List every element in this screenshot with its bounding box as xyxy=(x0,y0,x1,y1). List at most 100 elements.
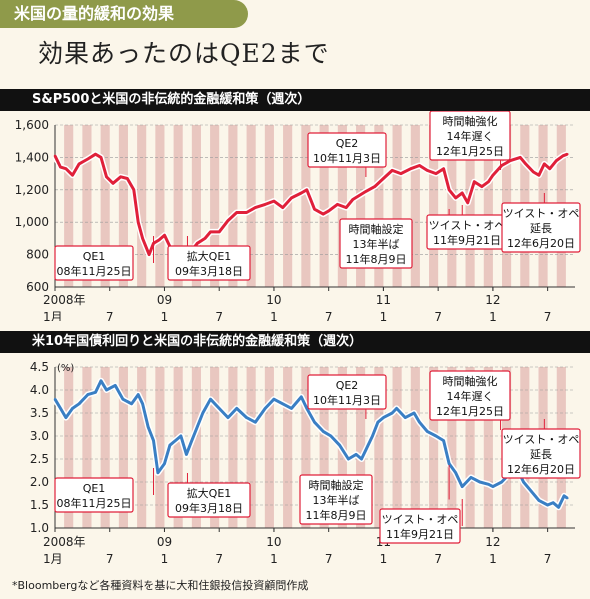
data-point xyxy=(322,212,325,216)
data-point xyxy=(114,384,117,387)
data-point xyxy=(59,165,62,169)
y-tick-label: 1,600 xyxy=(15,118,49,132)
data-point xyxy=(174,439,177,442)
month-stripe xyxy=(173,367,183,528)
data-point xyxy=(132,188,136,191)
data-point xyxy=(179,434,183,438)
month-stripe xyxy=(301,367,311,528)
month-stripe xyxy=(155,125,165,287)
month-stripe xyxy=(410,367,420,528)
data-point xyxy=(466,201,469,204)
callout-text: ツイスト・オペ xyxy=(503,207,580,220)
data-point xyxy=(480,185,484,188)
month-stripe xyxy=(137,367,147,528)
month-stripe xyxy=(374,125,384,287)
month-stripe xyxy=(137,125,147,287)
data-point xyxy=(290,407,293,410)
source-note: *Bloombergなど各種資料を基に大和住銀投信投資顧問作成 xyxy=(12,579,309,592)
month-stripe xyxy=(319,367,329,528)
data-point xyxy=(354,453,358,456)
data-point xyxy=(487,180,490,183)
data-point xyxy=(491,485,495,488)
data-point xyxy=(371,434,374,438)
x-tick-label: 7 xyxy=(544,310,552,321)
data-point xyxy=(203,237,207,240)
data-point xyxy=(426,430,429,433)
y-tick-label: 1.0 xyxy=(30,521,49,535)
callout-text: 時間軸強化 xyxy=(443,114,498,128)
data-point xyxy=(390,169,394,172)
month-stripe xyxy=(246,125,256,287)
data-point xyxy=(478,480,481,484)
data-point xyxy=(281,402,284,405)
y-tick-label: 4.0 xyxy=(30,383,49,397)
callout-text: 09年3月18日 xyxy=(175,501,243,515)
callout-text: 10年11月3日 xyxy=(313,393,381,407)
data-point xyxy=(196,425,199,428)
data-point xyxy=(305,188,308,191)
x-tick-label: 7 xyxy=(434,310,442,321)
month-stripe xyxy=(410,125,420,287)
data-point xyxy=(412,411,416,415)
x-tick-label: 2008年 xyxy=(43,535,86,549)
callout-text: 13年半ば xyxy=(313,493,360,507)
x-tick-label: 7 xyxy=(325,310,333,321)
data-point xyxy=(548,167,552,170)
x-tick-label: 1 xyxy=(489,310,497,321)
y-tick-label: 800 xyxy=(26,248,49,262)
x-tick-label: 7 xyxy=(215,552,223,566)
callout-text: 時間軸設定 xyxy=(309,478,364,492)
data-point xyxy=(454,196,457,200)
callout-text: 延長 xyxy=(530,222,552,235)
x-tick-label: 09 xyxy=(157,535,172,549)
month-stripe xyxy=(210,125,220,287)
month-stripe xyxy=(264,367,274,528)
callout-box xyxy=(299,474,373,525)
y-tick-label: 2.0 xyxy=(30,475,49,489)
x-tick-label: 12 xyxy=(485,535,500,549)
data-point xyxy=(418,421,421,424)
callout-box xyxy=(379,508,461,544)
series-line xyxy=(53,379,569,509)
x-tick-label: 7 xyxy=(434,552,442,566)
x-tick-label: 1 xyxy=(270,310,278,321)
month-stripe xyxy=(301,125,311,287)
month-stripe xyxy=(246,367,256,528)
data-point xyxy=(209,230,212,234)
x-tick-label: 7 xyxy=(544,552,552,566)
month-stripe xyxy=(210,367,220,528)
x-tick-label: 7 xyxy=(215,310,223,321)
callout-text: 08年11月25日 xyxy=(57,496,132,510)
month-stripe xyxy=(118,367,128,528)
data-point xyxy=(64,167,68,170)
data-point xyxy=(382,416,385,419)
callout-text: QE1 xyxy=(83,482,106,495)
month-stripe xyxy=(64,367,74,528)
data-point xyxy=(121,398,125,401)
callout-text: 拡大QE1 xyxy=(187,249,232,263)
data-point xyxy=(130,402,133,405)
topic-tag: 米国の量的緩和の効果 xyxy=(0,0,248,28)
y-tick-label: 2.5 xyxy=(30,452,49,466)
x-tick-label: 7 xyxy=(106,310,114,321)
data-point xyxy=(555,159,558,162)
callout-text: QE2 xyxy=(336,137,359,150)
data-point xyxy=(77,162,81,166)
data-point xyxy=(245,416,248,419)
data-point xyxy=(99,379,103,382)
data-point xyxy=(226,416,230,419)
callout-box xyxy=(307,374,387,410)
data-point xyxy=(152,439,155,442)
x-tick-label: 1 xyxy=(489,552,497,566)
month-stripe xyxy=(100,367,110,528)
data-point xyxy=(111,182,115,185)
data-point xyxy=(546,503,549,507)
data-point xyxy=(86,157,90,161)
data-point xyxy=(532,170,535,174)
callout-box xyxy=(429,370,511,421)
callout-text: 11年9月21日 xyxy=(433,233,501,247)
